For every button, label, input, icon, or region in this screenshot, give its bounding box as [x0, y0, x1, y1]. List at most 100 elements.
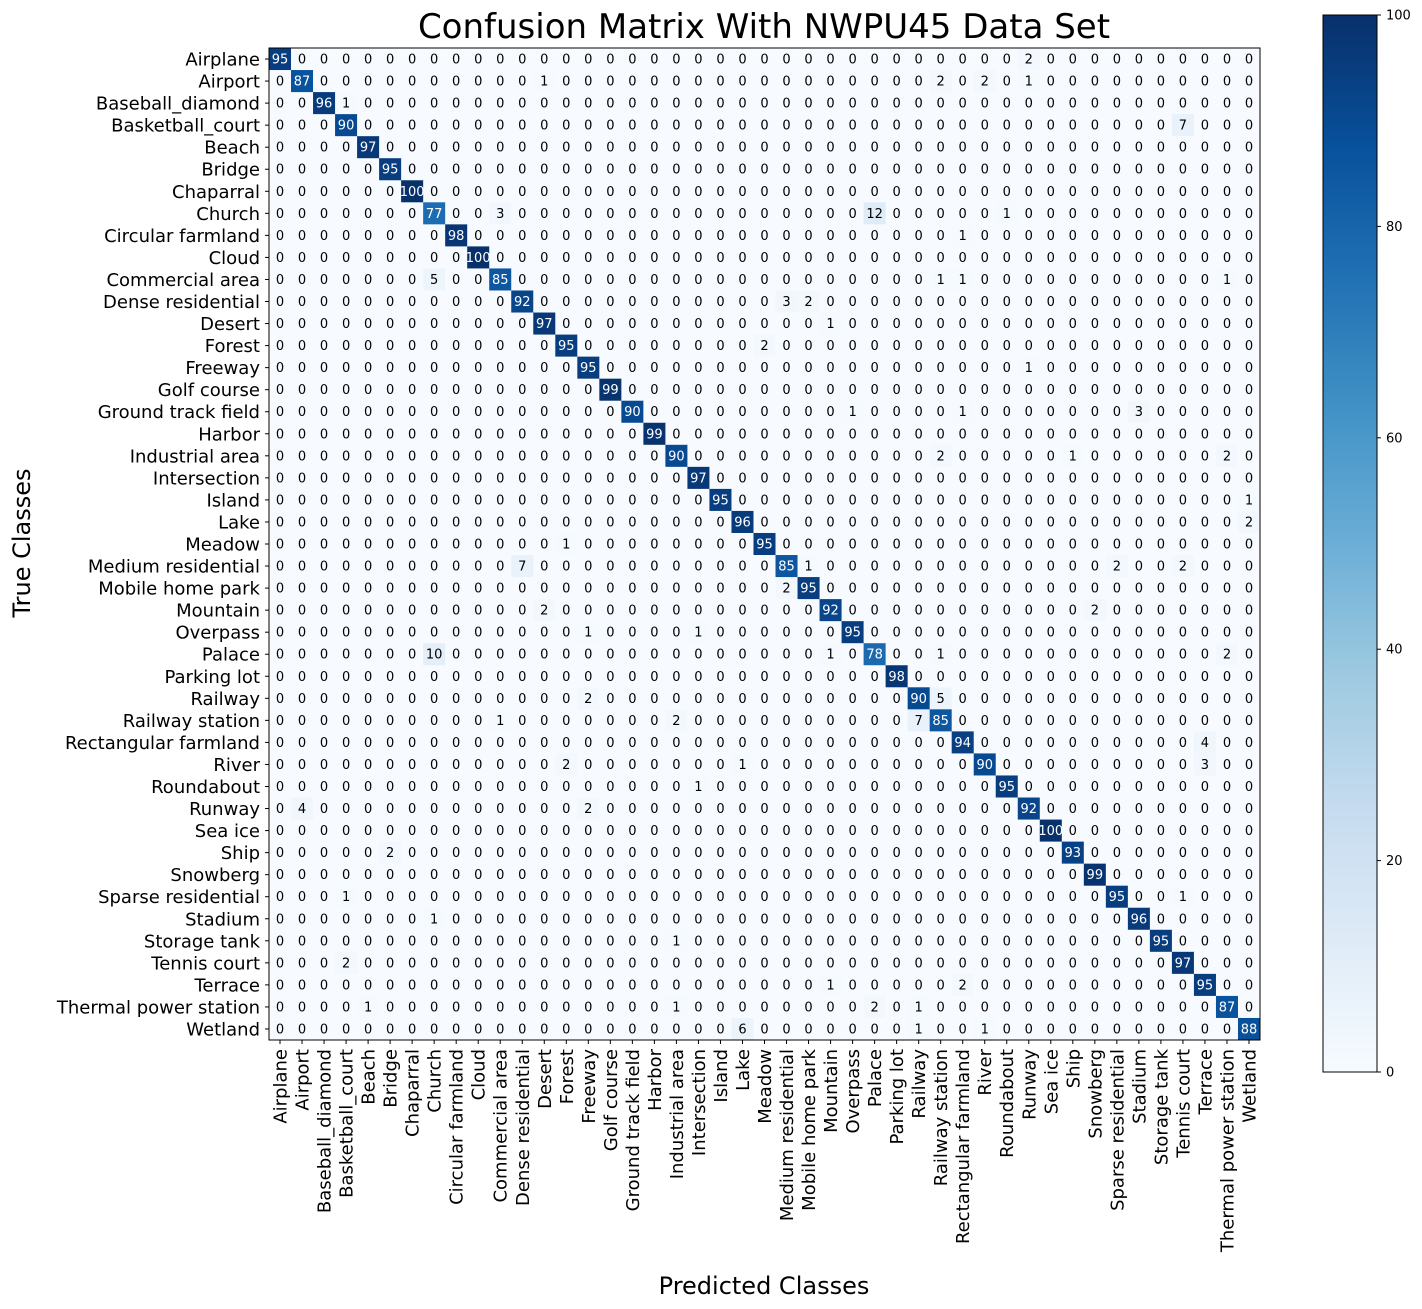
heatmap-cell-33-28 [885, 775, 909, 799]
heatmap-cell-30-17 [643, 709, 666, 732]
heatmap-cell-3-37 [1083, 114, 1107, 137]
heatmap-cell-25-26 [841, 599, 865, 622]
heatmap-cell-11-32 [973, 290, 997, 314]
cell-label-33-20: 0 [716, 780, 724, 795]
heatmap-cell-15-8 [445, 378, 468, 402]
heatmap-cell-31-25 [819, 731, 843, 754]
heatmap-cell-22-13 [555, 532, 578, 556]
heatmap-cell-28-5 [379, 665, 402, 688]
cell-label-28-13: 0 [562, 670, 570, 685]
cell-label-38-23: 0 [782, 890, 790, 905]
cell-label-1-10: 0 [496, 75, 504, 90]
cell-label-16-31: 1 [959, 405, 967, 420]
heatmap-cell-41-4 [357, 951, 380, 975]
x-tick-label-mountain: Mountain [821, 1049, 842, 1133]
heatmap-cell-13-4 [357, 334, 380, 358]
cell-label-14-32: 0 [981, 361, 989, 376]
heatmap-cell-25-16 [621, 599, 644, 622]
cell-label-18-15: 0 [606, 449, 614, 464]
cell-label-6-11: 0 [518, 185, 526, 200]
heatmap-cell-21-3 [335, 510, 358, 534]
cell-label-36-29: 0 [915, 846, 923, 861]
heatmap-cell-35-38 [1105, 819, 1129, 843]
cell-label-1-21: 0 [738, 75, 746, 90]
cell-label-10-20: 0 [716, 273, 724, 288]
heatmap-cell-29-24 [797, 687, 821, 710]
cell-label-14-7: 0 [430, 361, 438, 376]
heatmap-cell-2-36 [1061, 92, 1085, 115]
heatmap-cell-3-21 [731, 114, 754, 137]
cell-label-6-36: 0 [1069, 185, 1077, 200]
cell-label-6-7: 0 [430, 185, 438, 200]
cell-label-23-42: 0 [1201, 560, 1209, 575]
cell-label-8-6: 0 [408, 229, 416, 244]
cell-label-21-39: 0 [1135, 515, 1143, 530]
heatmap-cell-29-8 [445, 687, 468, 710]
heatmap-cell-40-43 [1215, 929, 1239, 953]
cell-label-42-36: 0 [1069, 978, 1077, 993]
cell-label-22-35: 0 [1047, 538, 1055, 553]
heatmap-cell-23-30 [929, 555, 953, 578]
cell-label-13-39: 0 [1135, 339, 1143, 354]
heatmap-cell-10-36 [1061, 268, 1085, 291]
cell-label-22-1: 0 [298, 538, 306, 553]
cell-label-39-21: 0 [738, 912, 746, 927]
cell-label-15-15: 99 [602, 383, 619, 398]
heatmap-cell-33-35 [1039, 775, 1063, 799]
heatmap-cell-28-42 [1193, 665, 1217, 688]
cell-label-22-16: 0 [628, 538, 636, 553]
x-tick-label-runway: Runway [1019, 1049, 1040, 1120]
heatmap-cell-38-0 [269, 885, 292, 909]
cell-label-20-28: 0 [892, 493, 900, 508]
heatmap-cell-38-44 [1237, 885, 1261, 909]
heatmap-cell-18-17 [643, 444, 666, 468]
cell-label-6-43: 0 [1223, 185, 1231, 200]
heatmap-cell-27-15 [599, 643, 622, 666]
heatmap-cell-20-34 [1017, 488, 1041, 512]
heatmap-cell-25-3 [335, 599, 358, 622]
heatmap-cell-14-35 [1039, 356, 1063, 380]
cell-label-15-19: 0 [694, 383, 702, 398]
cell-label-8-3: 0 [342, 229, 350, 244]
cell-label-26-39: 0 [1135, 626, 1143, 641]
cell-label-1-32: 2 [981, 75, 989, 90]
heatmap-cell-0-17 [643, 48, 666, 71]
heatmap-cell-31-35 [1039, 731, 1063, 754]
cell-label-8-42: 0 [1201, 229, 1209, 244]
cell-label-24-21: 0 [738, 582, 746, 597]
heatmap-cell-20-6 [401, 488, 424, 512]
heatmap-cell-7-40 [1149, 202, 1173, 225]
heatmap-cell-18-16 [621, 444, 644, 468]
cell-label-17-11: 0 [518, 427, 526, 442]
cell-label-23-29: 0 [915, 560, 923, 575]
heatmap-cell-34-18 [665, 797, 688, 821]
cell-label-8-40: 0 [1157, 229, 1165, 244]
heatmap-cell-27-35 [1039, 643, 1063, 666]
cell-label-4-41: 0 [1179, 141, 1187, 156]
heatmap-cell-37-12 [533, 863, 556, 887]
cell-label-34-8: 0 [452, 802, 460, 817]
heatmap-cell-37-31 [951, 863, 975, 887]
cell-label-33-39: 0 [1135, 780, 1143, 795]
heatmap-cell-37-21 [731, 863, 754, 887]
cell-label-19-22: 0 [760, 471, 768, 486]
cell-label-37-18: 0 [672, 868, 680, 883]
cell-label-26-3: 0 [342, 626, 350, 641]
cell-label-42-1: 0 [298, 978, 306, 993]
heatmap-cell-16-31 [951, 400, 975, 424]
heatmap-cell-13-8 [445, 334, 468, 358]
y-tick-label-wetland: Wetland [186, 1019, 260, 1040]
cell-label-2-38: 0 [1113, 97, 1121, 112]
cell-label-30-30: 85 [932, 714, 949, 729]
heatmap-cell-13-17 [643, 334, 666, 358]
heatmap-cell-3-2 [313, 114, 336, 137]
heatmap-cell-23-5 [379, 555, 402, 578]
heatmap-cell-38-27 [863, 885, 887, 909]
heatmap-cell-2-44 [1237, 92, 1261, 115]
cell-label-19-15: 0 [606, 471, 614, 486]
heatmap-cell-35-28 [885, 819, 909, 843]
heatmap-cell-7-0 [269, 202, 292, 225]
heatmap-cell-15-7 [423, 378, 446, 402]
cell-label-26-12: 0 [540, 626, 548, 641]
heatmap-cell-31-2 [313, 731, 336, 754]
